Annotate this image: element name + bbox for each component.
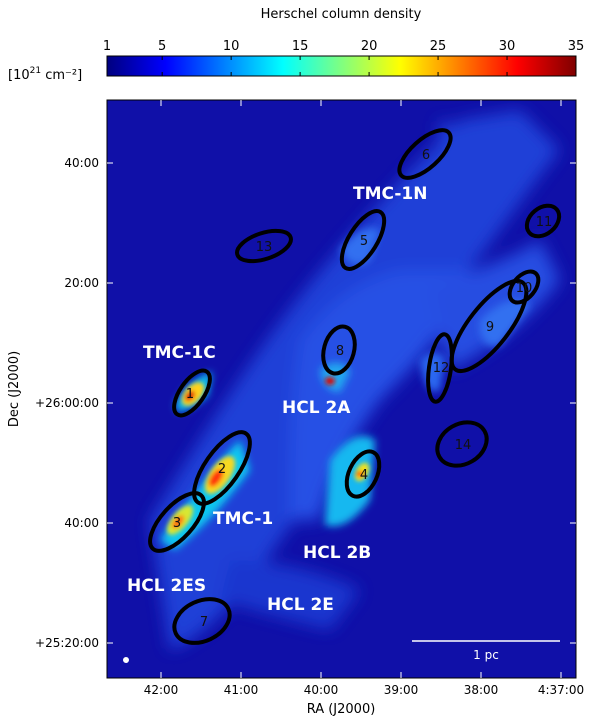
colorbar-tick-label: 30 bbox=[499, 39, 516, 54]
colorbar-tick-label: 1 bbox=[103, 39, 111, 54]
clump-label-3: 3 bbox=[173, 516, 181, 531]
clump-5-ellipse bbox=[339, 209, 387, 271]
colorbar-title: Herschel column density bbox=[261, 7, 422, 22]
x-tick-label: 41:00 bbox=[224, 683, 259, 697]
y-tick-label: +25:20:00 bbox=[35, 636, 99, 650]
colorbar-tick-label: 25 bbox=[430, 39, 447, 54]
clump-label-13: 13 bbox=[256, 240, 273, 255]
clump-label-1: 1 bbox=[186, 387, 194, 402]
clump-4-ellipse bbox=[344, 449, 382, 499]
clump-label-14: 14 bbox=[455, 438, 472, 453]
region-label-tmc-1n: TMC-1N bbox=[353, 184, 428, 204]
x-axis-label: RA (J2000) bbox=[307, 702, 376, 717]
y-axis-label: Dec (J2000) bbox=[7, 351, 22, 427]
clump-1-ellipse bbox=[172, 368, 212, 418]
y-axis-ticks: 40:00 20:00 +26:00:00 40:00 +25:20:00 bbox=[35, 156, 576, 650]
y-tick-label: 40:00 bbox=[64, 156, 99, 170]
colorbar-tick-label: 20 bbox=[361, 39, 378, 54]
clump-label-11: 11 bbox=[536, 215, 553, 230]
clump-label-2: 2 bbox=[218, 462, 226, 477]
clump-13-ellipse bbox=[235, 228, 293, 264]
clump-label-9: 9 bbox=[486, 320, 494, 335]
clump-label-10: 10 bbox=[516, 281, 533, 296]
colorbar bbox=[106, 55, 577, 77]
colorbar-tick-label: 15 bbox=[292, 39, 309, 54]
clump-14-ellipse bbox=[435, 420, 489, 468]
x-axis-ticks: 42:00 41:00 40:00 39:00 38:00 4:37:00 bbox=[144, 100, 584, 697]
clump-8-ellipse bbox=[321, 324, 357, 376]
clump-label-8: 8 bbox=[336, 344, 344, 359]
region-label-tmc-1: TMC-1 bbox=[213, 509, 273, 529]
clump-10-ellipse bbox=[507, 269, 541, 305]
clump-9-ellipse bbox=[449, 278, 529, 374]
x-tick-label: 4:37:00 bbox=[538, 683, 584, 697]
clump-2-ellipse bbox=[192, 430, 252, 506]
x-tick-label: 38:00 bbox=[464, 683, 499, 697]
y-tick-label: 20:00 bbox=[64, 276, 99, 290]
region-label-hcl-2es: HCL 2ES bbox=[127, 576, 206, 596]
clump-7-ellipse bbox=[172, 597, 232, 645]
clump-markers bbox=[148, 128, 562, 645]
clump-label-6: 6 bbox=[422, 148, 430, 163]
clump-label-4: 4 bbox=[360, 468, 368, 483]
scale-bar-label: 1 pc bbox=[473, 648, 499, 662]
region-label-hcl-2a: HCL 2A bbox=[282, 398, 351, 418]
colorbar-tick-labels: 1 5 10 15 20 25 30 35 bbox=[103, 39, 584, 54]
colorbar-tick-label: 5 bbox=[158, 39, 166, 54]
x-tick-label: 40:00 bbox=[304, 683, 339, 697]
colorbar-unit-label: [1021 cm⁻²] bbox=[8, 66, 82, 83]
column-density-map bbox=[107, 100, 576, 678]
colorbar-ticks bbox=[106, 56, 577, 76]
clump-label-5: 5 bbox=[360, 234, 368, 249]
colorbar-tick-label: 10 bbox=[223, 39, 240, 54]
y-tick-label: 40:00 bbox=[64, 516, 99, 530]
region-label-hcl-2e: HCL 2E bbox=[267, 595, 334, 615]
clump-label-7: 7 bbox=[200, 615, 208, 630]
clump-6-ellipse bbox=[397, 128, 453, 180]
colorbar-tick-label: 35 bbox=[568, 39, 585, 54]
clump-11-ellipse bbox=[524, 203, 562, 239]
region-label-hcl-2b: HCL 2B bbox=[303, 543, 371, 563]
clump-12-ellipse bbox=[426, 332, 454, 404]
y-tick-label: +26:00:00 bbox=[35, 396, 99, 410]
x-tick-label: 42:00 bbox=[144, 683, 179, 697]
clump-3-ellipse bbox=[148, 491, 206, 553]
region-label-tmc-1c: TMC-1C bbox=[143, 343, 216, 363]
beam-marker bbox=[123, 657, 129, 663]
clump-label-12: 12 bbox=[433, 361, 450, 376]
x-tick-label: 39:00 bbox=[384, 683, 419, 697]
clump-labels: 1 2 3 4 5 6 7 8 9 10 11 12 13 14 bbox=[173, 148, 552, 630]
region-labels: TMC-1N TMC-1C HCL 2A TMC-1 HCL 2B HCL 2E… bbox=[127, 184, 428, 615]
map-frame bbox=[106, 99, 577, 679]
